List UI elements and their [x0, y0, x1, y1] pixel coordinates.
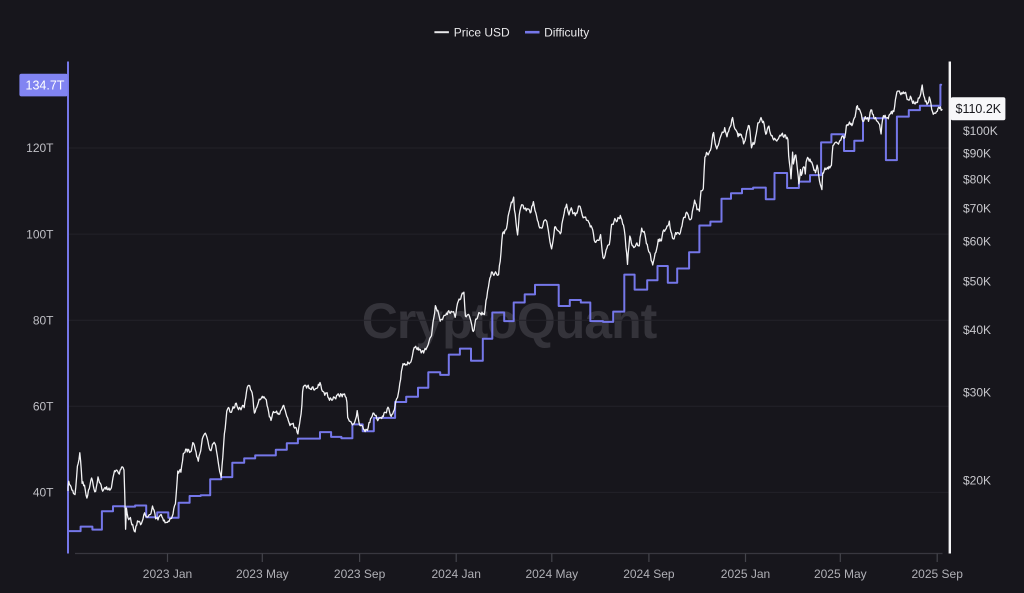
svg-text:$70K: $70K — [963, 201, 991, 215]
svg-text:$50K: $50K — [963, 274, 991, 288]
svg-text:$60K: $60K — [963, 235, 991, 249]
svg-text:$110.2K: $110.2K — [956, 102, 1002, 116]
svg-text:2024 Jan: 2024 Jan — [432, 567, 481, 581]
svg-text:2023 Sep: 2023 Sep — [334, 567, 386, 581]
svg-text:2025 May: 2025 May — [814, 567, 867, 581]
svg-text:$30K: $30K — [963, 385, 991, 399]
svg-text:2025 Sep: 2025 Sep — [912, 567, 964, 581]
svg-text:Price USD: Price USD — [454, 26, 510, 40]
svg-text:Difficulty: Difficulty — [544, 26, 589, 40]
svg-text:2023 Jan: 2023 Jan — [143, 567, 192, 581]
svg-text:134.7T: 134.7T — [26, 79, 65, 93]
svg-text:2023 May: 2023 May — [236, 567, 289, 581]
svg-text:$20K: $20K — [963, 473, 991, 487]
svg-text:80T: 80T — [33, 313, 54, 327]
svg-text:40T: 40T — [33, 486, 54, 500]
svg-text:2024 Sep: 2024 Sep — [623, 567, 675, 581]
svg-text:100T: 100T — [26, 227, 54, 241]
svg-text:$80K: $80K — [963, 172, 991, 186]
svg-text:60T: 60T — [33, 400, 54, 414]
svg-text:120T: 120T — [26, 141, 54, 155]
svg-text:$100K: $100K — [963, 124, 998, 138]
svg-text:$90K: $90K — [963, 147, 991, 161]
svg-text:$40K: $40K — [963, 323, 991, 337]
svg-text:2024 May: 2024 May — [525, 567, 578, 581]
svg-text:2025 Jan: 2025 Jan — [721, 567, 770, 581]
